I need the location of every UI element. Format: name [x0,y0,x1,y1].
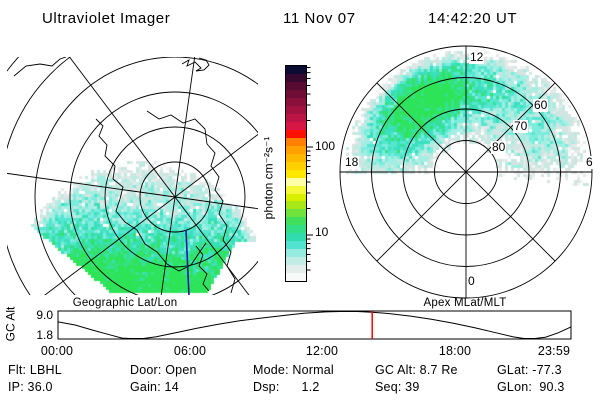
timeline-ytick-1-8: 1.8 [36,328,53,342]
colorbar-band [286,89,306,98]
coastline [146,110,208,145]
colorbar-axis-label: photon cm⁻²s⁻¹ [261,136,276,220]
colorbar-band [286,121,306,130]
timeline-xtick-1800: 18:00 [438,344,472,358]
status-flt: Flt: LBHL [8,363,62,377]
colorbar-band [286,185,306,194]
colorbar-band [286,177,306,186]
timeline-xtick-1200: 12:00 [305,344,339,358]
coastline [206,143,236,294]
colorbar-band [286,241,306,250]
mlt-label-0: 0 [467,274,476,288]
colorbar-band [286,129,306,138]
colorbar-band [286,193,306,202]
colorbar-band [286,169,306,178]
coastline [181,57,210,72]
mlat-label-80: 80 [491,140,507,154]
status-gcalt: GC Alt: 8.7 Re [375,363,458,377]
timeline-ylabel: GC Alt [3,306,18,342]
geographic-grid [7,57,258,295]
date-label: 11 Nov 07 [283,10,356,27]
colorbar-band [286,233,306,242]
apex-grid [339,45,593,299]
mlat-label-60: 60 [533,98,549,112]
spacecraft-track [185,229,190,295]
status-glon: GLon: 90.3 [497,380,565,394]
colorbar-band [286,273,306,282]
mlt-label-6: 6 [585,155,594,169]
colorbar-band [286,105,306,114]
colorbar-band [286,161,306,170]
mlt-label-18: 18 [344,155,360,169]
colorbar [285,65,307,282]
colorbar-band [286,209,306,218]
timeline-ytick-9: 9.0 [36,308,53,322]
timeline-xtick-0000: 00:00 [40,344,74,358]
status-dsp: Dsp: 1.2 [253,380,320,394]
colorbar-band [286,145,306,154]
colorbar-band [286,153,306,162]
colorbar-tick-10: 10 [315,225,329,239]
colorbar-band [286,225,306,234]
status-ip: IP: 36.0 [8,380,53,394]
colorbar-band [286,201,306,210]
colorbar-band [286,113,306,122]
right-panel-caption: Apex MLat/MLT [423,297,507,309]
status-door: Door: Open [130,363,197,377]
colorbar-band [286,257,306,266]
status-seq: Seq: 39 [375,380,420,394]
colorbar-band [286,73,306,82]
colorbar-band [286,66,306,74]
app-title: Ultraviolet Imager [42,10,171,27]
status-glat: GLat: -77.3 [497,363,562,377]
mlat-label-70: 70 [513,119,529,133]
coastline [95,118,207,272]
time-label: 14:42:20 UT [428,10,518,27]
left-panel-caption: Geographic Lat/Lon [72,297,178,309]
colorbar-ticks [306,67,313,271]
colorbar-band [286,249,306,258]
timeline-xtick-2359: 23:59 [537,344,571,358]
coastline [13,57,67,77]
gc-alt-curve [57,311,572,339]
colorbar-tick-100: 100 [315,139,336,153]
coastline [195,245,210,292]
colorbar-band [286,217,306,226]
colorbar-band [286,81,306,90]
gc-alt-timeline [57,310,572,340]
mlt-label-12: 12 [469,50,485,64]
colorbar-band [286,137,306,146]
colorbar-band [286,265,306,274]
status-mode: Mode: Normal [253,363,334,377]
timeline-xtick-0600: 06:00 [173,344,207,358]
colorbar-band [286,97,306,106]
status-gain: Gain: 14 [130,380,179,394]
